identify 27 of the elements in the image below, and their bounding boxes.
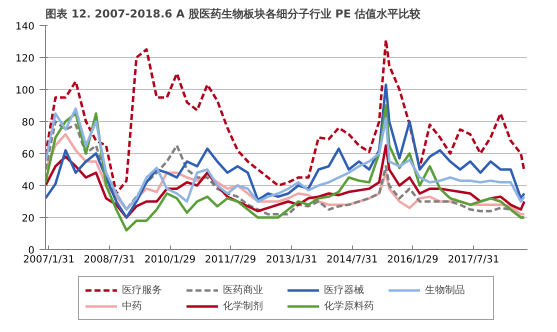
y-tick-label: 40 <box>22 182 35 192</box>
line-series <box>46 107 526 211</box>
legend-label: 医药商业 <box>223 284 264 297</box>
y-tick-label: 60 <box>22 150 35 160</box>
x-tick-label: 2017/7/31 <box>448 254 500 266</box>
y-tick-label: 0 <box>28 246 35 256</box>
y-tick-label: 20 <box>22 214 35 224</box>
legend-label: 医疗服务 <box>122 284 163 297</box>
x-tick-label: 2014/7/31 <box>326 254 378 266</box>
legend-label: 医疗器械 <box>324 284 365 297</box>
x-tick-label: 2011/7/29 <box>204 254 256 266</box>
y-tick-label: 80 <box>22 118 35 128</box>
line-series <box>46 83 526 219</box>
line-series <box>46 38 526 195</box>
x-tick-label: 2016/1/29 <box>387 254 438 266</box>
chart-title: 图表 12. 2007-2018.6 A 股医药生物板块各细分子行业 PE 估值水平比较 <box>46 8 422 20</box>
y-tick-label: 100 <box>15 86 35 96</box>
y-tick-label: 140 <box>15 22 35 32</box>
x-tick-label: 2013/1/31 <box>266 254 318 266</box>
y-tick-label: 120 <box>15 54 35 64</box>
x-tick-label: 2007/1/31 <box>23 254 74 266</box>
legend-label: 中药 <box>122 300 143 313</box>
legend-label: 化学制剂 <box>223 300 264 313</box>
x-tick-label: 2010/1/29 <box>144 254 196 266</box>
legend-label: 化学原料药 <box>324 300 375 313</box>
legend-label: 生物制品 <box>425 284 466 297</box>
x-tick-label: 2008/7/31 <box>84 254 136 266</box>
